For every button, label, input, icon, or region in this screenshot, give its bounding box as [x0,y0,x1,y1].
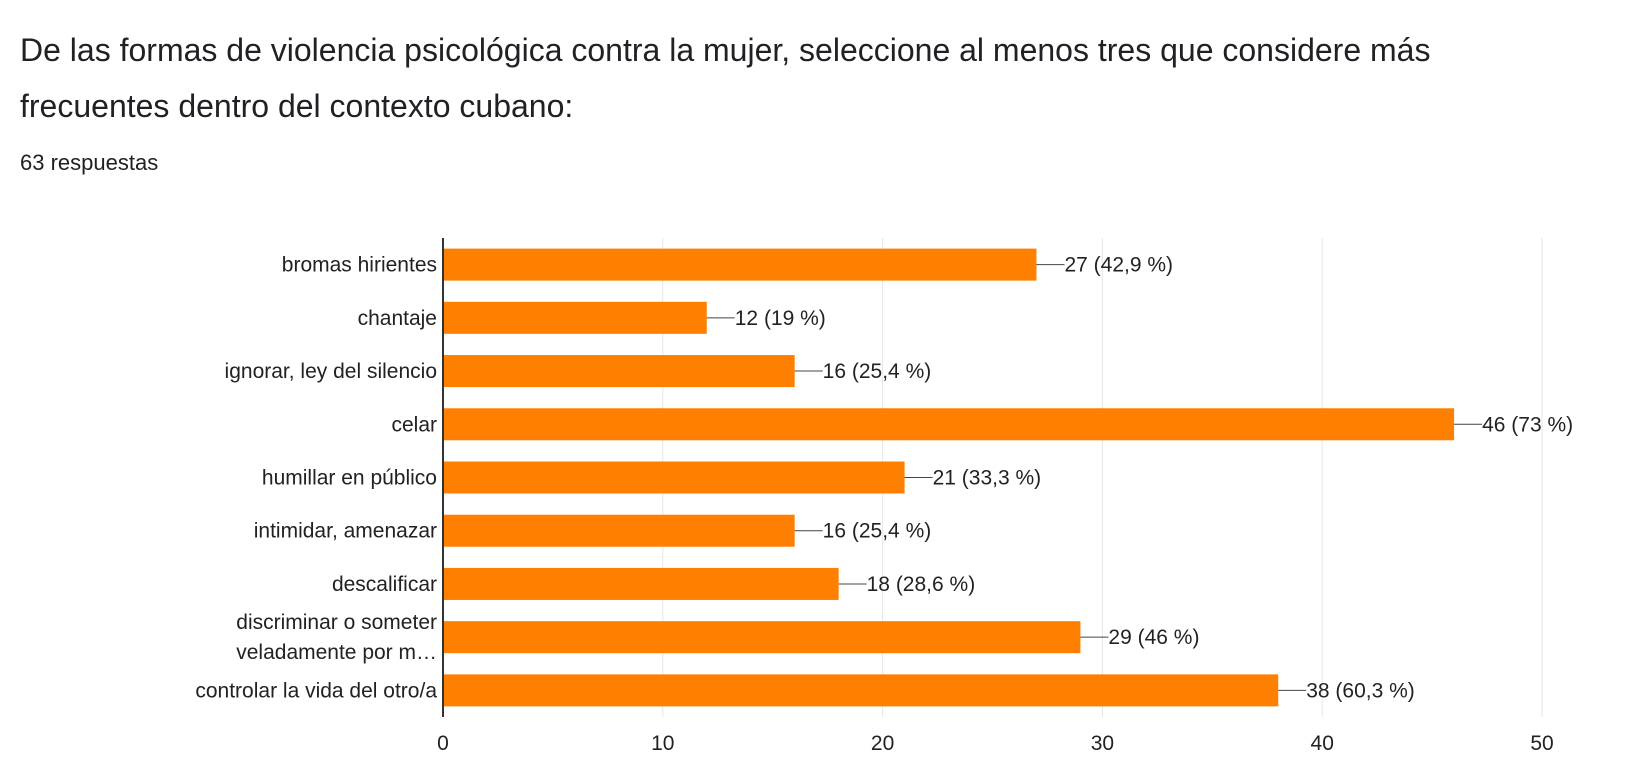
bar [443,621,1081,654]
x-tick-label: 20 [871,732,894,755]
bar [443,674,1279,707]
category-label: controlar la vida del otro/a [195,679,437,702]
category-labels: bromas hirientes chantaje ignorar, ley del… [195,254,437,703]
data-labels: 27 (42,9 %) 12 (19 %) 16 (25,4 %) 46 (73 %)… [706,254,1573,702]
data-label: 16 (25,4 %) [823,360,932,383]
category-label: bromas hirientes [282,254,437,277]
bar [443,301,707,334]
bar [443,355,795,388]
bar [443,408,1455,441]
category-label: descalificar [332,573,437,596]
data-label: 12 (19 %) [735,307,826,330]
data-label: 18 (28,6 %) [867,573,976,596]
x-tick-label: 0 [437,732,449,755]
bars [443,248,1455,707]
bar [443,461,905,494]
bar [443,248,1037,281]
data-label: 29 (46 %) [1108,626,1199,649]
question-title: De las formas de violencia psicológica c… [20,32,1431,124]
bar [443,514,795,547]
x-tick-label: 10 [651,732,674,755]
category-label: chantaje [358,307,437,330]
data-label: 38 (60,3 %) [1306,679,1415,702]
category-label: celar [391,413,437,436]
data-label: 21 (33,3 %) [933,467,1042,490]
x-tick-label: 30 [1091,732,1114,755]
bar [443,567,839,600]
x-axis-ticks: 0 10 20 30 40 50 [437,732,1554,755]
x-tick-label: 40 [1311,732,1334,755]
category-label: ignorar, ley del silencio [225,360,437,383]
category-label: humillar en público [262,467,437,490]
data-label: 46 (73 %) [1482,413,1573,436]
category-label: intimidar, amenazar [254,520,437,543]
category-label: discriminar o someter [236,611,437,634]
data-label: 27 (42,9 %) [1064,254,1173,277]
data-label: 16 (25,4 %) [823,520,932,543]
category-label: veladamente por m… [236,641,437,664]
x-tick-label: 50 [1530,732,1553,755]
response-count: 63 respuestas [20,150,159,175]
